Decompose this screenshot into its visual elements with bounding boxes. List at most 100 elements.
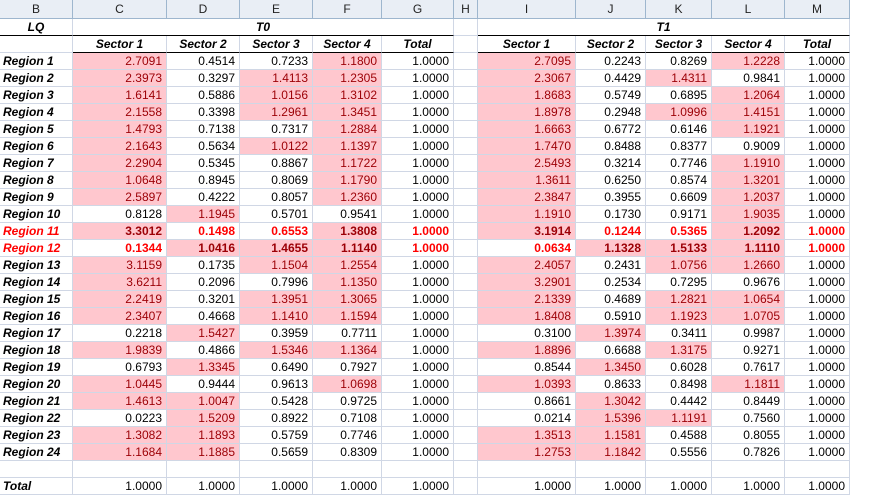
table-cell[interactable]: 0.1730 bbox=[576, 206, 646, 223]
table-cell[interactable]: 1.3102 bbox=[313, 87, 382, 104]
table-cell[interactable]: 1.0393 bbox=[478, 376, 576, 393]
table-cell[interactable]: 0.3411 bbox=[646, 325, 712, 342]
table-cell[interactable]: 0.8377 bbox=[646, 138, 712, 155]
table-cell[interactable]: 1.0654 bbox=[712, 291, 785, 308]
table-cell[interactable]: 0.9171 bbox=[646, 206, 712, 223]
blank-cell[interactable] bbox=[0, 36, 73, 53]
total-cell[interactable]: 1.0000 bbox=[382, 478, 454, 495]
table-cell[interactable]: 1.3450 bbox=[576, 359, 646, 376]
gap-cell[interactable] bbox=[454, 427, 478, 444]
row-label[interactable]: Region 15 bbox=[0, 291, 73, 308]
empty-cell[interactable] bbox=[454, 461, 478, 478]
table-cell[interactable]: 1.0122 bbox=[240, 138, 313, 155]
table-cell[interactable]: 0.8498 bbox=[646, 376, 712, 393]
column-header-b[interactable]: B bbox=[0, 0, 73, 19]
table-cell[interactable]: 0.1735 bbox=[167, 257, 240, 274]
row-label[interactable]: Region 20 bbox=[0, 376, 73, 393]
empty-cell[interactable] bbox=[73, 461, 167, 478]
table-cell[interactable]: 1.0698 bbox=[313, 376, 382, 393]
table-cell[interactable]: 1.0000 bbox=[785, 376, 850, 393]
table-cell[interactable]: 0.9541 bbox=[313, 206, 382, 223]
row-label[interactable]: Region 22 bbox=[0, 410, 73, 427]
table-cell[interactable]: 1.3451 bbox=[313, 104, 382, 121]
table-cell[interactable]: 3.1159 bbox=[73, 257, 167, 274]
table-cell[interactable]: 1.5209 bbox=[167, 410, 240, 427]
table-cell[interactable]: 1.0156 bbox=[240, 87, 313, 104]
table-cell[interactable]: 1.0000 bbox=[785, 257, 850, 274]
table-cell[interactable]: 1.1364 bbox=[313, 342, 382, 359]
table-cell[interactable]: 0.3959 bbox=[240, 325, 313, 342]
table-cell[interactable]: 0.0223 bbox=[73, 410, 167, 427]
table-cell[interactable]: 0.9444 bbox=[167, 376, 240, 393]
table-cell[interactable]: 0.2948 bbox=[576, 104, 646, 121]
table-cell[interactable]: 2.1339 bbox=[478, 291, 576, 308]
table-cell[interactable]: 1.8978 bbox=[478, 104, 576, 121]
empty-cell[interactable] bbox=[167, 461, 240, 478]
table-cell[interactable]: 1.0000 bbox=[382, 206, 454, 223]
table-cell[interactable]: 2.3973 bbox=[73, 70, 167, 87]
table-cell[interactable]: 1.3042 bbox=[576, 393, 646, 410]
table-cell[interactable]: 0.3398 bbox=[167, 104, 240, 121]
table-cell[interactable]: 1.0705 bbox=[712, 308, 785, 325]
gap-cell[interactable] bbox=[454, 376, 478, 393]
table-cell[interactable]: 1.0000 bbox=[382, 104, 454, 121]
table-cell[interactable]: 1.0000 bbox=[785, 308, 850, 325]
table-cell[interactable]: 1.0000 bbox=[785, 155, 850, 172]
gap-cell[interactable] bbox=[454, 155, 478, 172]
row-label[interactable]: Region 10 bbox=[0, 206, 73, 223]
table-cell[interactable]: 1.4655 bbox=[240, 240, 313, 257]
table-cell[interactable]: 3.6211 bbox=[73, 274, 167, 291]
table-cell[interactable]: 2.3847 bbox=[478, 189, 576, 206]
gap-cell[interactable] bbox=[454, 308, 478, 325]
sector-header-t1[interactable]: Sector 1 bbox=[478, 36, 576, 53]
table-cell[interactable]: 1.9839 bbox=[73, 342, 167, 359]
total-cell[interactable]: 1.0000 bbox=[313, 478, 382, 495]
column-header-i[interactable]: I bbox=[478, 0, 576, 19]
column-header-f[interactable]: F bbox=[313, 0, 382, 19]
table-cell[interactable]: 0.7746 bbox=[646, 155, 712, 172]
table-cell[interactable]: 0.7138 bbox=[167, 121, 240, 138]
table-cell[interactable]: 0.9725 bbox=[313, 393, 382, 410]
table-cell[interactable]: 0.6895 bbox=[646, 87, 712, 104]
table-cell[interactable]: 1.0996 bbox=[646, 104, 712, 121]
table-cell[interactable]: 1.2884 bbox=[313, 121, 382, 138]
sector-header-t1[interactable]: Sector 4 bbox=[712, 36, 785, 53]
table-cell[interactable]: 1.0000 bbox=[382, 393, 454, 410]
total-label[interactable]: Total bbox=[0, 478, 73, 495]
table-cell[interactable]: 0.8922 bbox=[240, 410, 313, 427]
table-cell[interactable]: 2.1643 bbox=[73, 138, 167, 155]
total-cell[interactable]: 1.0000 bbox=[712, 478, 785, 495]
table-cell[interactable]: 0.5910 bbox=[576, 308, 646, 325]
table-cell[interactable]: 1.3201 bbox=[712, 172, 785, 189]
table-cell[interactable]: 2.5897 bbox=[73, 189, 167, 206]
table-cell[interactable]: 1.0000 bbox=[382, 325, 454, 342]
column-header-d[interactable]: D bbox=[167, 0, 240, 19]
table-cell[interactable]: 1.0000 bbox=[382, 291, 454, 308]
table-cell[interactable]: 1.4793 bbox=[73, 121, 167, 138]
sector-header-t1[interactable]: Sector 2 bbox=[576, 36, 646, 53]
table-cell[interactable]: 1.0000 bbox=[785, 138, 850, 155]
empty-cell[interactable] bbox=[0, 461, 73, 478]
table-cell[interactable]: 1.1581 bbox=[576, 427, 646, 444]
column-header-h[interactable]: H bbox=[454, 0, 478, 19]
table-cell[interactable]: 0.2243 bbox=[576, 53, 646, 70]
table-cell[interactable]: 1.0000 bbox=[785, 223, 850, 240]
gap-cell[interactable] bbox=[454, 478, 478, 495]
row-label[interactable]: Region 11 bbox=[0, 223, 73, 240]
table-cell[interactable]: 0.8069 bbox=[240, 172, 313, 189]
table-cell[interactable]: 0.8488 bbox=[576, 138, 646, 155]
table-cell[interactable]: 0.5749 bbox=[576, 87, 646, 104]
table-cell[interactable]: 1.0000 bbox=[382, 138, 454, 155]
table-cell[interactable]: 1.0000 bbox=[382, 444, 454, 461]
table-cell[interactable]: 0.2096 bbox=[167, 274, 240, 291]
row-label[interactable]: Region 19 bbox=[0, 359, 73, 376]
gap-cell[interactable] bbox=[454, 138, 478, 155]
row-label[interactable]: Region 6 bbox=[0, 138, 73, 155]
table-cell[interactable]: 1.1110 bbox=[712, 240, 785, 257]
table-cell[interactable]: 1.4613 bbox=[73, 393, 167, 410]
table-cell[interactable]: 0.5886 bbox=[167, 87, 240, 104]
row-label[interactable]: Region 14 bbox=[0, 274, 73, 291]
table-cell[interactable]: 2.7095 bbox=[478, 53, 576, 70]
table-cell[interactable]: 0.5701 bbox=[240, 206, 313, 223]
table-cell[interactable]: 0.5659 bbox=[240, 444, 313, 461]
